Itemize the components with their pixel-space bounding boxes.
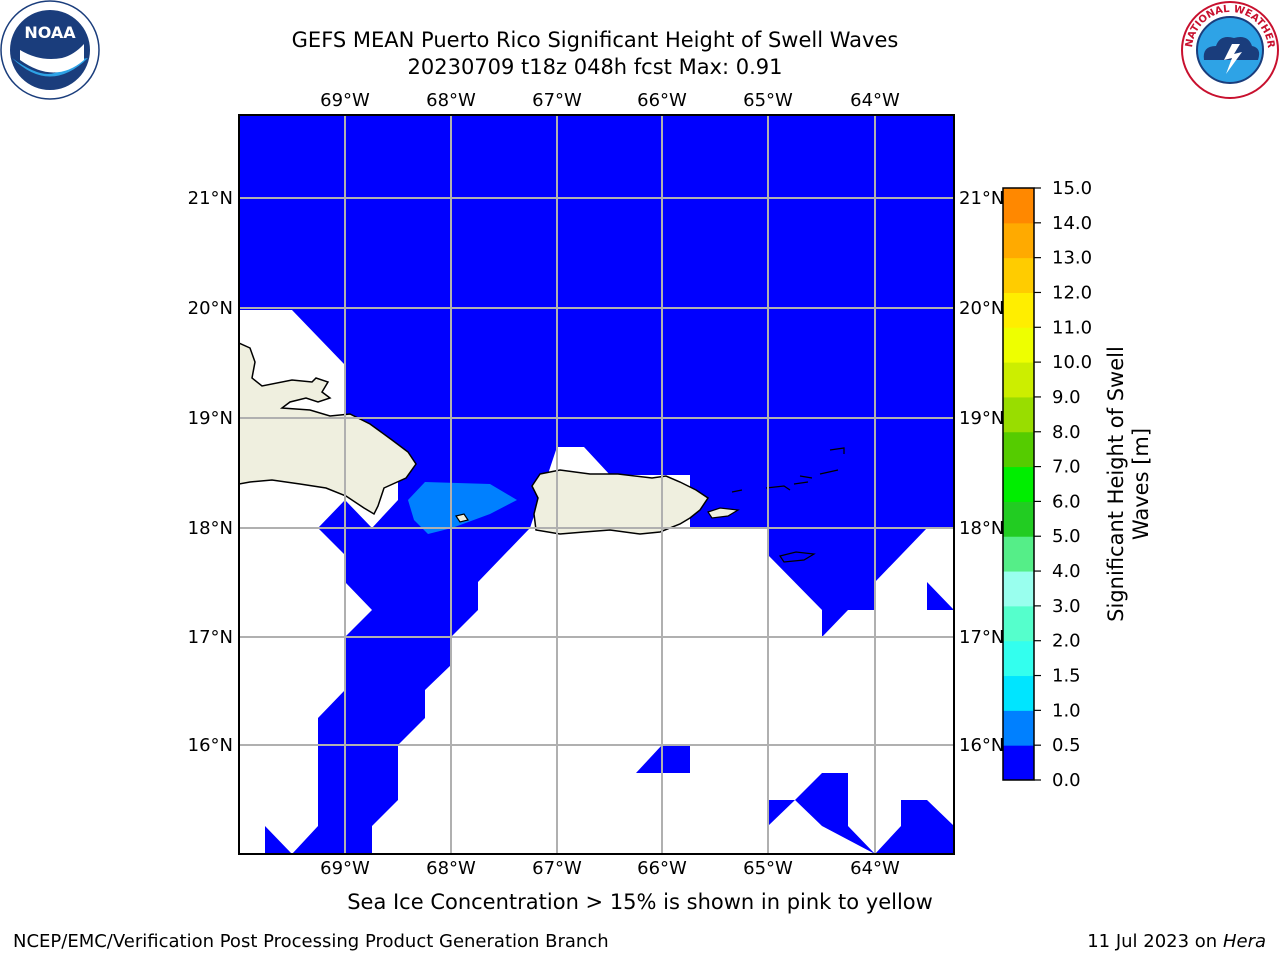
colorbar-tick-label: 1.5: [1052, 666, 1081, 687]
sea-ice-note: Sea Ice Concentration > 15% is shown in …: [347, 890, 933, 914]
colorbar-segment: [1003, 362, 1034, 398]
lat-label: 16°N: [959, 735, 1004, 756]
colorbar-tick-label: 15.0: [1052, 178, 1092, 199]
colorbar-segment: [1003, 536, 1034, 572]
lat-label: 18°N: [959, 518, 1004, 539]
lon-label: 65°W: [743, 90, 793, 111]
lon-label: 65°W: [743, 858, 793, 879]
colorbar-tick-label: 7.0: [1052, 457, 1081, 478]
colorbar-tick-label: 0.0: [1052, 770, 1081, 791]
colorbar-tick-label: 14.0: [1052, 213, 1092, 234]
colorbar-segment: [1003, 501, 1034, 537]
colorbar-tick-label: 5.0: [1052, 526, 1081, 547]
map-frame: [238, 114, 955, 855]
lat-label: 21°N: [959, 188, 1004, 209]
colorbar-tick-label: 12.0: [1052, 282, 1092, 303]
lon-labels-top: 69°W 68°W 67°W 66°W 65°W 64°W: [320, 90, 900, 111]
footer-branch: NCEP/EMC/Verification Post Processing Pr…: [13, 931, 609, 952]
lon-label: 64°W: [850, 858, 900, 879]
colorbar-segment: [1003, 466, 1034, 502]
lat-label: 19°N: [188, 408, 233, 429]
footer-date-text: 11 Jul 2023 on: [1087, 931, 1223, 952]
swell-0-0.5m-region: [239, 115, 954, 854]
map-area: [239, 115, 954, 854]
colorbar-segment: [1003, 745, 1034, 781]
footer-date: 11 Jul 2023 on Hera: [1087, 931, 1266, 952]
colorbar-label-line1: Significant Height of Swell: [1104, 346, 1128, 622]
lat-label: 18°N: [188, 518, 233, 539]
colorbar-tick-label: 11.0: [1052, 317, 1092, 338]
lat-label: 17°N: [188, 627, 233, 648]
swell-0.5-1m-region: [408, 482, 517, 534]
colorbar-tick-label: 10.0: [1052, 352, 1092, 373]
colorbar-tick-label: 8.0: [1052, 422, 1081, 443]
hispaniola-land: [239, 342, 417, 516]
lat-label: 16°N: [188, 735, 233, 756]
lon-label: 68°W: [426, 90, 476, 111]
colorbar-tick-label: 4.0: [1052, 561, 1081, 582]
colorbar-segment: [1003, 188, 1034, 224]
lon-label: 68°W: [426, 858, 476, 879]
puerto-rico-land: [531, 469, 710, 535]
colorbar-tick-label: 1.0: [1052, 700, 1081, 721]
colorbar-segment: [1003, 640, 1034, 677]
colorbar-tick-label: 6.0: [1052, 491, 1081, 512]
gridlines: [239, 115, 954, 854]
lat-label: 20°N: [188, 298, 233, 319]
map-title-line2: 20230709 t18z 048h fcst Max: 0.91: [407, 55, 783, 79]
lat-labels-left: 21°N 20°N 19°N 18°N 17°N 16°N: [188, 188, 233, 756]
colorbar-tick-label: 13.0: [1052, 248, 1092, 269]
colorbar-frame: [1002, 187, 1035, 781]
colorbar-tick-label: 2.0: [1052, 631, 1081, 652]
footer-host: Hera: [1222, 931, 1266, 952]
colorbar-tick-label: 3.0: [1052, 596, 1081, 617]
colorbar-label-line2: Waves [m]: [1129, 428, 1153, 540]
colorbar-tick-label: 0.5: [1052, 735, 1081, 756]
lon-label: 69°W: [320, 90, 370, 111]
colorbar-tick-label: 9.0: [1052, 387, 1081, 408]
colorbar-segment: [1003, 292, 1034, 328]
lon-label: 67°W: [532, 858, 582, 879]
colorbar-segment: [1003, 327, 1034, 363]
lon-label: 66°W: [637, 858, 687, 879]
colorbar-segment: [1003, 431, 1034, 468]
lon-label: 67°W: [532, 90, 582, 111]
colorbar-segment: [1003, 396, 1034, 433]
lat-label: 19°N: [959, 408, 1004, 429]
colorbar-segment: [1003, 710, 1034, 746]
noaa-logo-icon: NOAA: [0, 0, 100, 100]
noaa-logo-text: NOAA: [24, 23, 76, 42]
lon-label: 64°W: [850, 90, 900, 111]
lon-label: 66°W: [637, 90, 687, 111]
map-title-line1: GEFS MEAN Puerto Rico Significant Height…: [291, 28, 899, 52]
colorbar: 15.0 14.0 13.0 12.0 11.0 10.0 9.0 8.0 7.0 6.0 5.0 4…: [1002, 178, 1153, 791]
colorbar-segment: [1003, 605, 1034, 642]
lat-label: 17°N: [959, 627, 1004, 648]
lon-labels-bottom: 69°W 68°W 67°W 66°W 65°W 64°W: [320, 858, 900, 879]
lon-label: 69°W: [320, 858, 370, 879]
colorbar-segment: [1003, 675, 1034, 711]
colorbar-segment: [1003, 222, 1034, 259]
nws-logo-icon: NATIONAL WEATHER SERVICE: [1178, 0, 1279, 99]
colorbar-segment: [1003, 257, 1034, 293]
lat-labels-right: 21°N 20°N 19°N 18°N 17°N 16°N: [959, 188, 1004, 756]
colorbar-segment: [1003, 571, 1034, 607]
lat-label: 21°N: [188, 188, 233, 209]
lat-label: 20°N: [959, 298, 1004, 319]
